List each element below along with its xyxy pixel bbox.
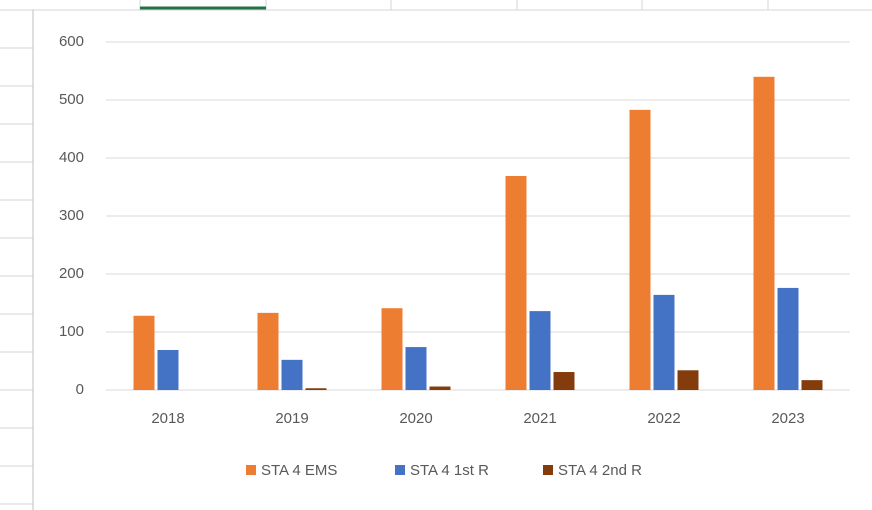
bar xyxy=(529,311,551,390)
x-tick-label: 2023 xyxy=(771,410,804,427)
bar xyxy=(257,312,279,390)
legend-swatch xyxy=(395,465,405,475)
legend-swatch xyxy=(246,465,256,475)
y-tick-label: 200 xyxy=(59,265,84,282)
bar xyxy=(133,315,155,390)
bar xyxy=(677,370,699,390)
y-tick-label: 600 xyxy=(59,33,84,50)
bar xyxy=(281,359,303,390)
y-tick-label: 300 xyxy=(59,207,84,224)
chart: 0 100 200 300 400 500 600 2018 2019 2020 2021 2022 2… xyxy=(59,33,850,479)
legend-label: STA 4 2nd R xyxy=(558,462,642,479)
bar xyxy=(753,76,775,391)
bar xyxy=(429,386,451,390)
legend-swatch xyxy=(543,465,553,475)
x-tick-label: 2019 xyxy=(275,410,308,427)
x-tick-label: 2018 xyxy=(151,410,184,427)
bar xyxy=(653,294,675,390)
bar xyxy=(405,347,427,390)
bar xyxy=(801,380,823,390)
x-tick-label: 2021 xyxy=(523,410,556,427)
x-tick-label: 2020 xyxy=(399,410,432,427)
y-tick-label: 500 xyxy=(59,91,84,108)
bar xyxy=(777,287,799,390)
bar xyxy=(381,308,403,390)
legend-label: STA 4 EMS xyxy=(261,462,337,479)
bar xyxy=(629,109,651,391)
legend-label: STA 4 1st R xyxy=(410,462,489,479)
y-tick-label: 0 xyxy=(76,381,84,398)
bar xyxy=(553,372,575,390)
x-tick-label: 2022 xyxy=(647,410,680,427)
bar xyxy=(505,175,527,390)
y-tick-label: 400 xyxy=(59,149,84,166)
bar xyxy=(305,388,327,390)
y-tick-label: 100 xyxy=(59,323,84,340)
bar xyxy=(157,349,179,390)
